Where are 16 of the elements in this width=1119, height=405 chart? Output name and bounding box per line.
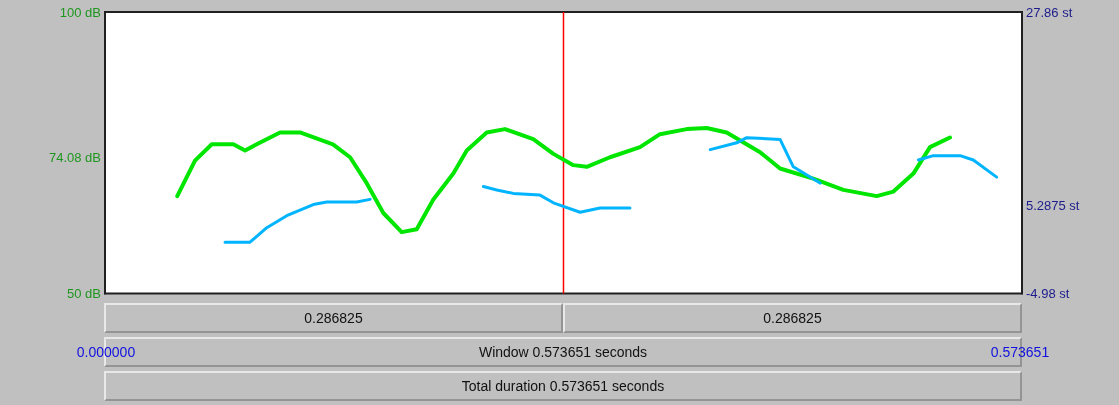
y-tick-label: 100 dB: [59, 4, 101, 20]
line-series: [708, 136, 822, 185]
text: 0.286825: [104, 303, 563, 333]
text: 0.286825: [562, 303, 1022, 333]
y2-tick-label: -4.98 st: [1026, 286, 1070, 301]
y-tick-label: 50 dB: [67, 286, 101, 301]
line-series: [481, 185, 632, 214]
x-axis-title: Window 0.573651 seconds: [478, 344, 648, 360]
line-series: [223, 197, 372, 244]
y2-tick-label: 27.86 st: [1026, 4, 1073, 20]
y2-tick-label: 5.2875 st: [1026, 197, 1080, 213]
line-series: [175, 125, 952, 235]
text: Total duration 0.573651 seconds: [104, 371, 1022, 401]
x-tick-label: 0.000000: [76, 344, 136, 360]
y-tick-label: 74.08 dB: [48, 150, 101, 166]
x-tick-label: 0.573651: [990, 344, 1050, 360]
